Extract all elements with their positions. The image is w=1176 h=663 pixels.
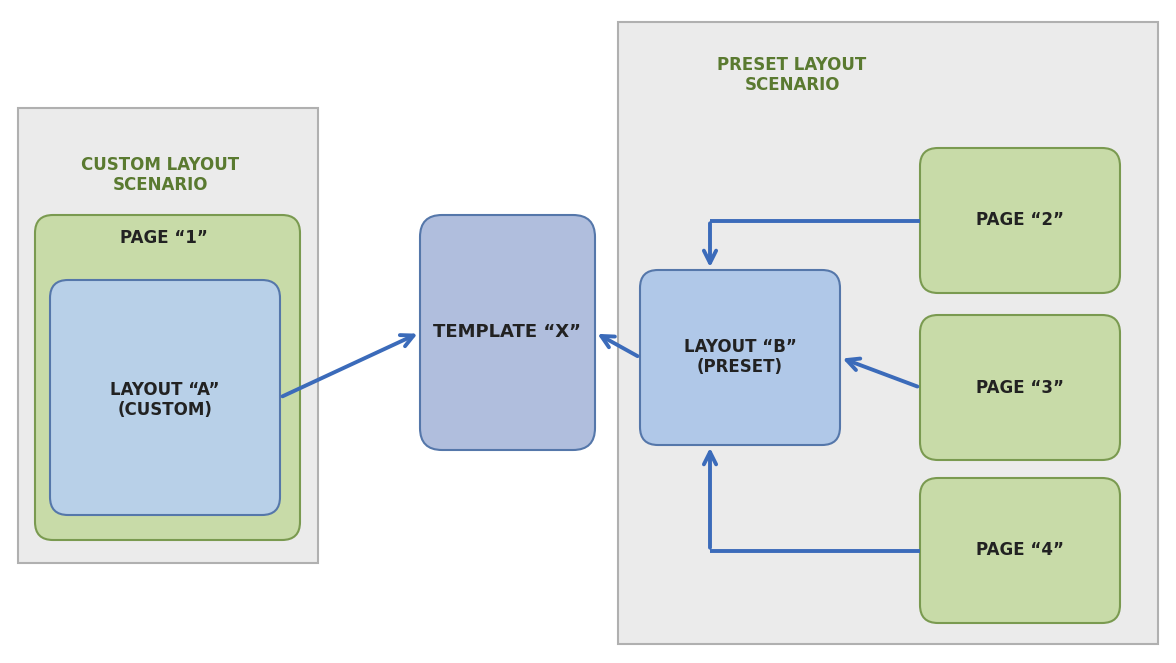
Text: TEMPLATE “X”: TEMPLATE “X” [433,323,581,341]
Text: PRESET LAYOUT
SCENARIO: PRESET LAYOUT SCENARIO [717,56,867,94]
FancyBboxPatch shape [640,270,840,445]
Text: PAGE “4”: PAGE “4” [976,541,1064,559]
FancyBboxPatch shape [920,478,1120,623]
Text: PAGE “3”: PAGE “3” [976,379,1064,397]
Bar [619,22,1158,644]
Text: PAGE “1”: PAGE “1” [120,229,208,247]
Text: LAYOUT “A”
(CUSTOM): LAYOUT “A” (CUSTOM) [111,381,220,420]
Bar [18,108,318,563]
Text: CUSTOM LAYOUT
SCENARIO: CUSTOM LAYOUT SCENARIO [81,156,239,194]
FancyBboxPatch shape [51,280,280,515]
FancyBboxPatch shape [420,215,595,450]
FancyBboxPatch shape [920,148,1120,293]
Text: LAYOUT “B”
(PRESET): LAYOUT “B” (PRESET) [683,337,796,377]
FancyBboxPatch shape [920,315,1120,460]
Text: PAGE “2”: PAGE “2” [976,211,1064,229]
FancyBboxPatch shape [35,215,300,540]
